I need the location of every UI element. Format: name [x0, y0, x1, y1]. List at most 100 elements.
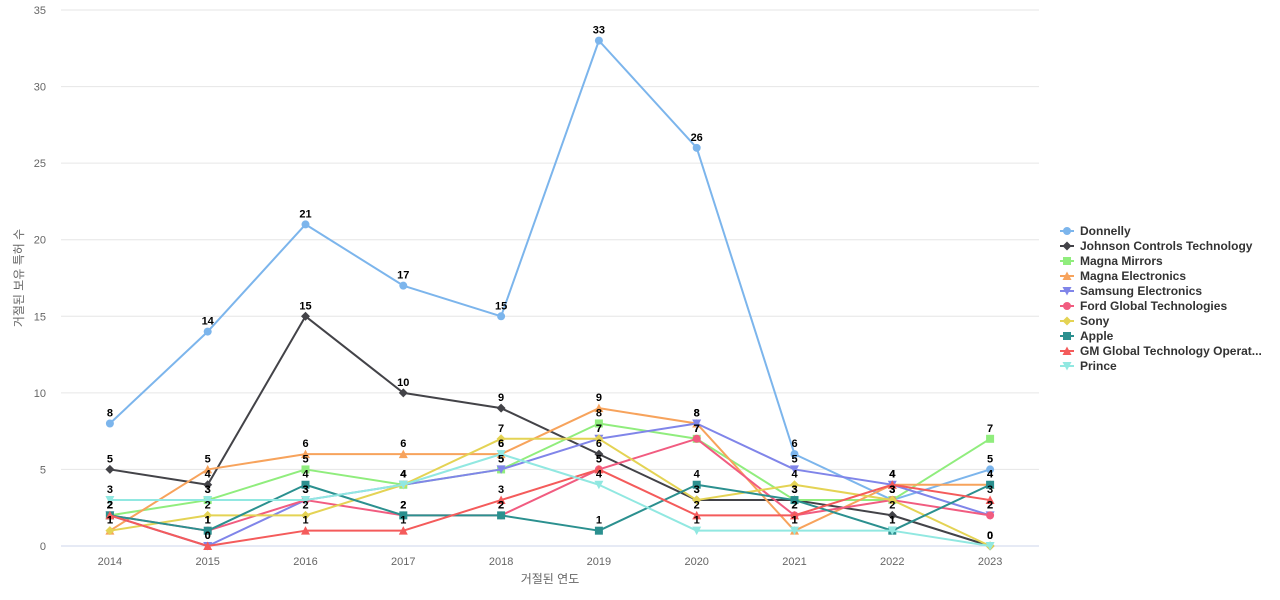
data-point — [496, 495, 506, 505]
data-point — [692, 434, 701, 443]
data-label: 6 — [791, 438, 797, 450]
legend-marker — [1063, 302, 1071, 310]
data-point — [203, 496, 213, 505]
data-point — [301, 496, 310, 505]
data-label: 9 — [596, 392, 602, 404]
data-label: 3 — [987, 484, 993, 496]
data-point — [790, 496, 799, 505]
data-label: 4 — [400, 469, 407, 481]
data-label: 3 — [205, 484, 211, 496]
data-point — [594, 403, 604, 413]
data-label: 1 — [889, 515, 895, 527]
data-label: 1 — [791, 515, 797, 527]
y-tick-label: 15 — [34, 311, 46, 323]
legend-item[interactable]: Prince — [1060, 359, 1117, 373]
data-label: 2 — [987, 499, 993, 511]
series-donnelly[interactable] — [105, 36, 995, 505]
data-label: 0 — [987, 530, 993, 542]
data-label: 4 — [889, 469, 896, 481]
data-label: 4 — [987, 469, 994, 481]
data-label: 6 — [498, 438, 504, 450]
data-point — [105, 496, 115, 505]
data-label: 2 — [498, 499, 504, 511]
series-lines — [105, 36, 995, 551]
data-point — [594, 480, 604, 490]
data-label: 6 — [498, 438, 504, 450]
series-line — [108, 453, 992, 547]
data-point — [496, 450, 506, 459]
legend-marker — [1062, 287, 1072, 296]
data-label: 8 — [694, 407, 700, 419]
legend-item[interactable]: Donnelly — [1060, 224, 1131, 238]
legend-item[interactable]: Apple — [1060, 329, 1114, 343]
data-label: 4 — [302, 469, 309, 481]
legend-label: Magna Mirrors — [1080, 254, 1163, 268]
data-label: 1 — [694, 515, 700, 527]
legend-label: Prince — [1080, 359, 1117, 373]
y-tick-label: 0 — [40, 541, 46, 553]
legend-label: Ford Global Technologies — [1080, 299, 1227, 313]
data-label: 2 — [791, 499, 797, 511]
data-label: 3 — [694, 484, 700, 496]
data-label: 0 — [987, 530, 993, 542]
data-point — [398, 526, 408, 535]
data-point — [692, 495, 702, 505]
data-point — [203, 541, 213, 550]
data-label: 15 — [299, 300, 311, 312]
series-gm-global-technology-operat-[interactable] — [105, 464, 995, 550]
data-label: 7 — [987, 423, 993, 435]
data-point — [497, 312, 506, 321]
data-label: 2 — [791, 499, 797, 511]
legend-item[interactable]: Magna Electronics — [1060, 269, 1186, 283]
x-tick-label: 2021 — [782, 556, 806, 568]
legend-item[interactable]: Ford Global Technologies — [1060, 299, 1227, 313]
data-label: 3 — [791, 484, 797, 496]
legend-item[interactable]: Johnson Controls Technology — [1060, 239, 1253, 253]
data-label: 8 — [107, 407, 113, 419]
data-point — [398, 449, 408, 459]
series-line — [108, 437, 992, 547]
data-label: 9 — [498, 392, 504, 404]
legend-marker — [1062, 271, 1072, 280]
data-label: 21 — [299, 208, 311, 220]
data-label: 5 — [205, 453, 211, 465]
data-label: 3 — [889, 484, 895, 496]
legend-item[interactable]: Magna Mirrors — [1060, 254, 1163, 268]
data-label: 5 — [791, 453, 797, 465]
legend-label: Magna Electronics — [1080, 269, 1186, 283]
legend-marker — [1062, 316, 1072, 326]
series-apple[interactable] — [105, 480, 995, 535]
data-point — [594, 434, 604, 444]
data-point — [496, 403, 506, 413]
y-tick-label: 25 — [34, 158, 46, 170]
data-point — [399, 511, 408, 520]
data-point — [497, 511, 506, 520]
data-label: 4 — [889, 469, 896, 481]
data-label: 17 — [397, 270, 409, 282]
data-label: 5 — [987, 453, 993, 465]
legend-marker — [1062, 241, 1072, 251]
x-tick-label: 2014 — [98, 556, 122, 568]
legend-label: Apple — [1080, 329, 1114, 343]
data-label: 8 — [694, 407, 700, 419]
legend-item[interactable]: GM Global Technology Operat... — [1060, 344, 1262, 358]
data-point — [301, 311, 310, 321]
series-sony[interactable] — [105, 434, 995, 551]
data-label: 0 — [205, 530, 211, 542]
data-point — [790, 465, 799, 474]
data-label: 3 — [302, 484, 308, 496]
data-point — [692, 143, 701, 152]
series-prince[interactable] — [105, 450, 995, 551]
legend-item[interactable]: Samsung Electronics — [1060, 284, 1202, 298]
y-tick-label: 35 — [34, 5, 46, 17]
y-tick-label: 20 — [34, 235, 46, 247]
data-label: 7 — [694, 423, 700, 435]
data-point — [398, 480, 408, 490]
data-label: 2 — [107, 499, 113, 511]
y-axis-title: 거절된 보유 특허 수 — [12, 229, 26, 327]
data-point — [692, 526, 702, 536]
data-label: 6 — [596, 438, 602, 450]
legend-item[interactable]: Sony — [1060, 314, 1110, 328]
